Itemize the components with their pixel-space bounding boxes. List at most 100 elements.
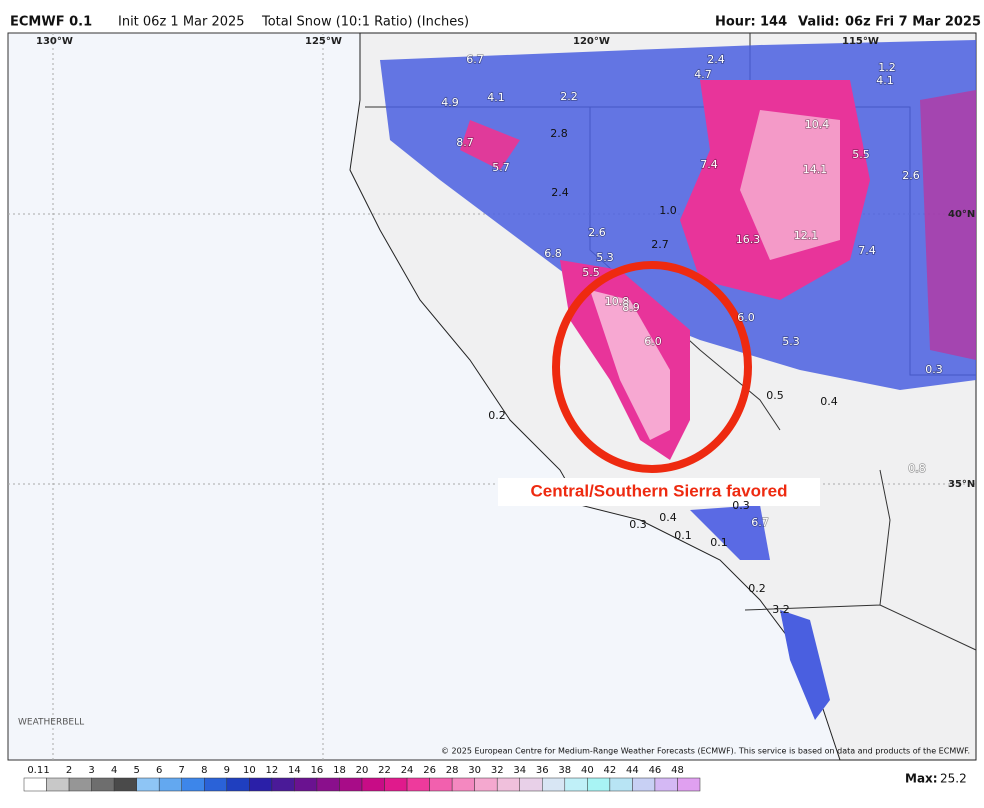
legend-tick-label: 12	[265, 765, 278, 776]
legend-swatch	[46, 777, 70, 792]
legend-swatch	[226, 777, 250, 792]
legend-swatch	[542, 777, 566, 792]
snow-amount-label: 0.8	[908, 462, 926, 475]
logo: WEATHERBELL	[18, 718, 84, 728]
legend-tick-label: 34	[513, 765, 526, 776]
grid-label: 120°W	[573, 36, 610, 47]
legend-swatch	[339, 777, 363, 792]
legend-swatch	[677, 777, 701, 792]
snow-amount-label: 4.1	[487, 91, 505, 104]
legend-tick-label: 32	[491, 765, 504, 776]
valid-value: 06z Fri 7 Mar 2025	[845, 15, 981, 30]
hour-label: Hour:	[715, 15, 756, 30]
legend-tick-label: 40	[581, 765, 594, 776]
legend-swatch	[113, 777, 137, 792]
valid-label: Valid:	[798, 15, 840, 30]
snow-amount-label: 4.1	[876, 74, 894, 87]
snow-amount-label: 5.3	[782, 335, 800, 348]
legend-tick-label: 38	[558, 765, 571, 776]
snow-amount-label: 16.3	[736, 233, 761, 246]
snow-amount-label: 12.1	[794, 229, 819, 242]
legend-swatch	[564, 777, 588, 792]
snow-amount-label: 5.7	[492, 161, 510, 174]
legend-swatch	[204, 777, 228, 792]
snow-amount-label: 10.4	[805, 118, 830, 131]
legend-swatch	[316, 777, 340, 792]
snow-amount-label: 0.4	[659, 511, 677, 524]
hour-value: 144	[760, 15, 787, 30]
snow-amount-label: 0.2	[488, 409, 506, 422]
legend-tick-label: 48	[671, 765, 684, 776]
snow-amount-label: 0.1	[674, 529, 692, 542]
legend-swatch	[181, 777, 205, 792]
snow-amount-label: 0.5	[766, 389, 784, 402]
grid-label: 35°N	[948, 479, 975, 490]
legend-swatch	[68, 777, 92, 792]
legend-tick-label: 2	[66, 765, 72, 776]
annotation-bg	[498, 478, 820, 506]
legend-swatch	[654, 777, 678, 792]
legend-tick-label: 18	[333, 765, 346, 776]
legend-tick-label: 46	[649, 765, 662, 776]
grid-label: 40°N	[948, 209, 975, 220]
legend-tick-label: 8	[201, 765, 207, 776]
snow-amount-label: 5.5	[582, 266, 600, 279]
snow-amount-label: 0.3	[925, 363, 943, 376]
legend: Max: 25.2 0.1 1 2 3 4 5 6 7 8 9 10 12 14 16 18 20 22 24 26…	[23, 765, 967, 792]
snow-amount-label: 0.3	[629, 518, 647, 531]
snow-amount-label: 0.3	[732, 499, 750, 512]
snow-amount-label: 7.4	[700, 158, 718, 171]
legend-tick-label: 9	[224, 765, 230, 776]
legend-swatch	[136, 777, 160, 792]
legend-tick-label: 3	[88, 765, 94, 776]
product-name: Total Snow (10:1 Ratio) (Inches)	[261, 15, 469, 30]
snow-amount-label: 6.0	[644, 335, 662, 348]
legend-tick-label: 42	[603, 765, 616, 776]
snow-amount-label: 2.6	[588, 226, 606, 239]
grid-label: 125°W	[305, 36, 342, 47]
snow-amount-label: 8.9	[622, 301, 640, 314]
legend-tick-label: 24	[401, 765, 414, 776]
snow-amount-label: 2.8	[550, 127, 568, 140]
snow-amount-label: 2.2	[560, 90, 578, 103]
legend-swatch	[271, 777, 295, 792]
legend-tick-label: 30	[468, 765, 481, 776]
legend-tick-label: 26	[423, 765, 436, 776]
snow-amount-label: 6.0	[737, 311, 755, 324]
snow-amount-label: 5.5	[852, 148, 870, 161]
legend-tick-label: 36	[536, 765, 549, 776]
legend-tick-label: 0.1	[27, 765, 43, 776]
snow-amount-label: 4.7	[694, 68, 712, 81]
snow-amount-label: 2.7	[651, 238, 669, 251]
snow-amount-label: 1.0	[659, 204, 677, 217]
legend-tick-label: 10	[243, 765, 256, 776]
map: Central/Southern Sierra favored WEATHERB…	[7, 32, 977, 761]
snow-amount-label: 2.4	[707, 53, 725, 66]
legend-swatch	[361, 777, 385, 792]
legend-swatch	[91, 777, 115, 792]
header: ECMWF 0.1 Init 06z 1 Mar 2025 Total Snow…	[10, 15, 981, 30]
snow-amount-label: 1.2	[878, 61, 896, 74]
legend-swatch	[249, 777, 273, 792]
snow-amount-label: 5.3	[596, 251, 614, 264]
snow-amount-label: 7.4	[858, 244, 876, 257]
legend-swatch	[632, 777, 656, 792]
snow-amount-label: 6.8	[544, 247, 562, 260]
legend-tick-label: 6	[156, 765, 162, 776]
snow-amount-label: 8.7	[456, 136, 474, 149]
snow-amount-label: 10.8	[605, 295, 630, 308]
grid-label: 130°W	[36, 36, 73, 47]
legend-swatch	[496, 777, 520, 792]
legend-swatch	[23, 777, 47, 792]
legend-swatch	[429, 777, 453, 792]
snow-amount-label: 3.2	[772, 603, 790, 616]
max-value: 25.2	[940, 772, 967, 786]
snow-amount-label: 6.7	[751, 516, 769, 529]
legend-tick-label: 20	[356, 765, 369, 776]
snow-amount-label: 0.1	[710, 536, 728, 549]
legend-tick-label: 22	[378, 765, 391, 776]
legend-swatch	[406, 777, 430, 792]
legend-swatch	[158, 777, 182, 792]
